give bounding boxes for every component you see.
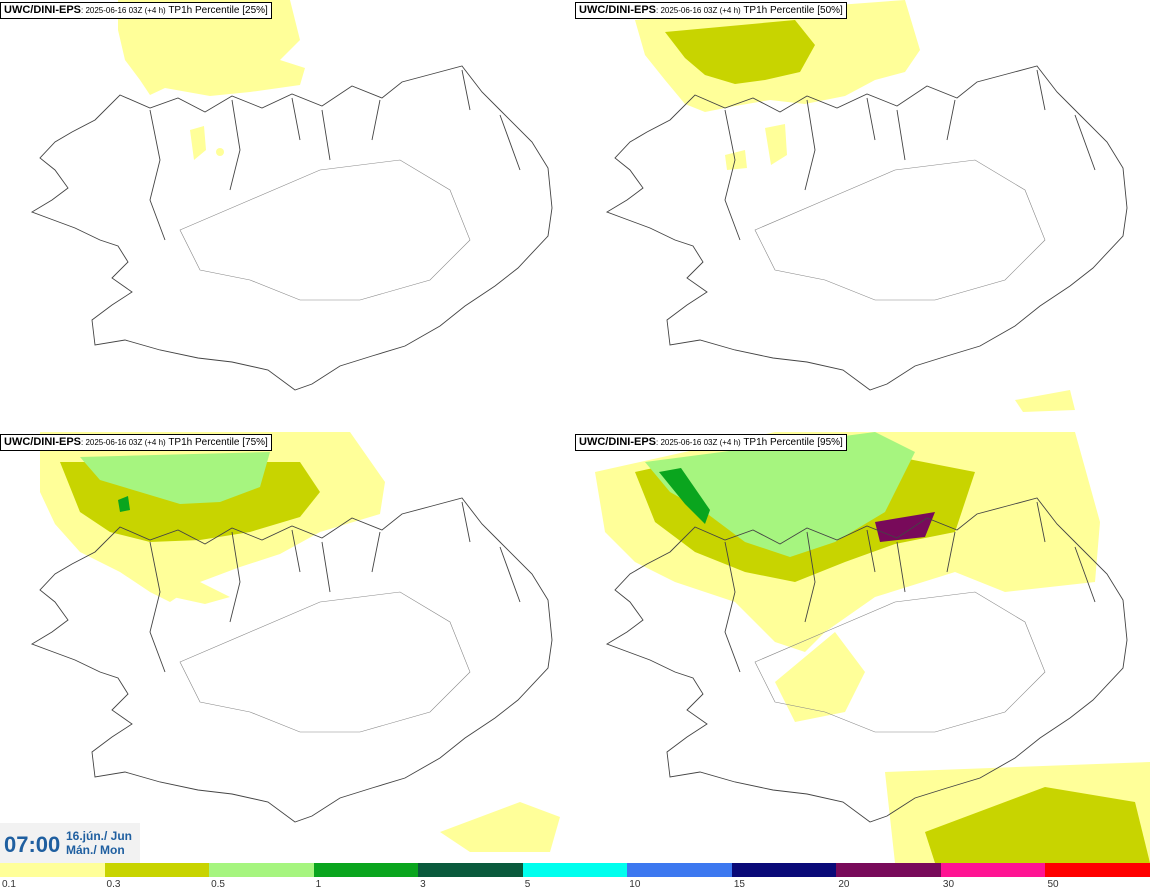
- legend-swatch: [522, 863, 628, 877]
- legend-swatch: [627, 863, 733, 877]
- precip-shading: [118, 0, 305, 160]
- legend-swatch: [313, 863, 419, 877]
- model-name: UWC/DINI-EPS: [4, 4, 81, 16]
- legend-label: 30: [942, 879, 955, 890]
- precipitation-map: [605, 0, 1128, 412]
- map-panel-p50: UWC/DINI-EPS: 2025-06-16 03Z (+4 h) TP1h…: [575, 0, 1150, 431]
- valid-date-line2: Mán./ Mon: [66, 843, 125, 857]
- parameter-label: TP1h Percentile [75%]: [165, 437, 268, 448]
- run-time: : 2025-06-16 03Z (+4 h): [81, 6, 166, 15]
- precip-shading: [635, 0, 1075, 412]
- model-name: UWC/DINI-EPS: [4, 436, 81, 448]
- precip-shading: [595, 432, 1150, 863]
- parameter-label: TP1h Percentile [95%]: [740, 437, 843, 448]
- iceland-coastline: [30, 65, 553, 391]
- legend-label: 0.1: [2, 879, 16, 890]
- legend-label: 0.3: [106, 879, 121, 890]
- run-time: : 2025-06-16 03Z (+4 h): [656, 6, 741, 15]
- legend-label: 20: [838, 879, 850, 890]
- color-legend: 0.1 0.3 0.5 1 3 5 10 15 20 30 50: [0, 863, 1150, 891]
- legend-swatch: [1045, 863, 1150, 877]
- model-name: UWC/DINI-EPS: [579, 4, 656, 16]
- map-panel-p25: UWC/DINI-EPS: 2025-06-16 03Z (+4 h) TP1h…: [0, 0, 575, 431]
- map-panel-p75: UWC/DINI-EPS: 2025-06-16 03Z (+4 h) TP1h…: [0, 432, 575, 863]
- legend-label: 10: [629, 879, 641, 890]
- run-time: : 2025-06-16 03Z (+4 h): [81, 438, 166, 447]
- legend-swatch: [940, 863, 1046, 877]
- model-name: UWC/DINI-EPS: [579, 436, 656, 448]
- iceland-coastline: [30, 497, 553, 823]
- legend-swatch: [418, 863, 524, 877]
- precip-shading: [40, 432, 560, 852]
- precipitation-map: [30, 432, 560, 852]
- panel-title: UWC/DINI-EPS: 2025-06-16 03Z (+4 h) TP1h…: [0, 2, 272, 19]
- legend-color-bar: [0, 863, 1150, 877]
- map-panel-p95: UWC/DINI-EPS: 2025-06-16 03Z (+4 h) TP1h…: [575, 432, 1150, 863]
- panel-title: UWC/DINI-EPS: 2025-06-16 03Z (+4 h) TP1h…: [0, 434, 272, 451]
- parameter-label: TP1h Percentile [50%]: [740, 5, 843, 16]
- legend-swatch: [836, 863, 942, 877]
- legend-swatch: [731, 863, 837, 877]
- panel-title: UWC/DINI-EPS: 2025-06-16 03Z (+4 h) TP1h…: [575, 2, 847, 19]
- legend-label: 0.5: [211, 879, 225, 890]
- panel-title: UWC/DINI-EPS: 2025-06-16 03Z (+4 h) TP1h…: [575, 434, 847, 451]
- valid-date: 16.jún./ Jun Mán./ Mon: [66, 829, 132, 857]
- legend-label: 3: [420, 879, 426, 890]
- precipitation-map: [595, 432, 1150, 863]
- legend-label: 5: [524, 879, 531, 890]
- iceland-coastline: [605, 65, 1128, 391]
- parameter-label: TP1h Percentile [25%]: [165, 5, 268, 16]
- precipitation-map: [30, 0, 553, 391]
- legend-swatch: [104, 863, 210, 877]
- valid-date-line1: 16.jún./ Jun: [66, 829, 133, 843]
- legend-swatch: [0, 863, 105, 877]
- valid-time: 07:00: [4, 832, 61, 857]
- legend-label: 1: [315, 879, 322, 890]
- valid-time-box: 07:00 16.jún./ Jun Mán./ Mon: [0, 823, 140, 863]
- legend-label: 50: [1047, 879, 1059, 890]
- legend-swatch: [209, 863, 315, 877]
- legend-label: 15: [733, 879, 745, 890]
- run-time: : 2025-06-16 03Z (+4 h): [656, 438, 741, 447]
- iceland-coastline: [605, 497, 1128, 823]
